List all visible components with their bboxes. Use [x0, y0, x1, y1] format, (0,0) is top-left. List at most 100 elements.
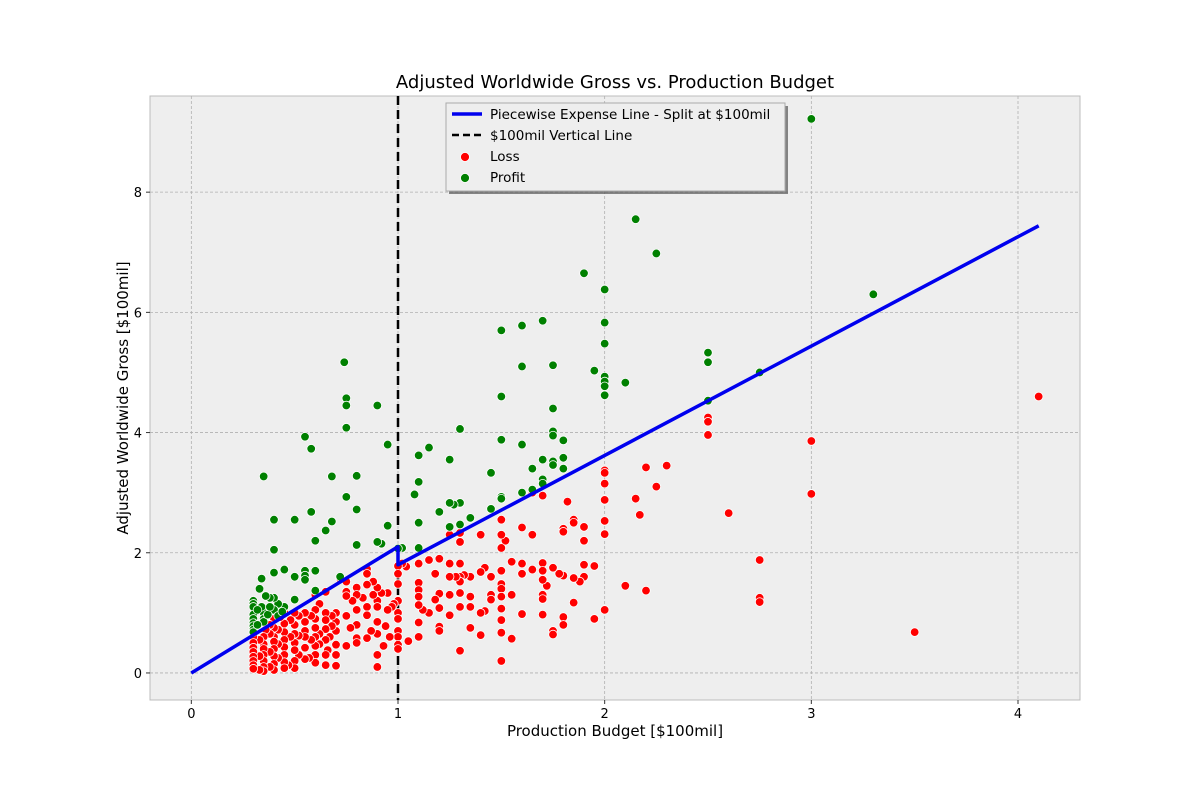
profit-point	[486, 468, 496, 478]
loss-point	[300, 643, 310, 653]
loss-point	[496, 530, 507, 540]
loss-point	[413, 617, 424, 628]
loss-point	[496, 543, 507, 553]
loss-point	[486, 594, 496, 605]
profit-point	[579, 268, 589, 278]
profit-point	[310, 536, 321, 546]
profit-point	[806, 114, 817, 124]
x-axis-label: Production Budget [$100mil]	[507, 722, 723, 740]
profit-point	[630, 214, 641, 224]
loss-point	[413, 632, 424, 642]
loss-point	[382, 605, 393, 615]
loss-point	[310, 658, 321, 668]
x-axis-ticks: 0 1 2 3 4	[187, 700, 1022, 722]
loss-point	[754, 597, 765, 607]
y-tick-label: 2	[134, 547, 142, 562]
loss-point	[599, 529, 610, 539]
profit-point	[496, 435, 507, 445]
profit-point	[265, 602, 275, 612]
profit-point	[413, 477, 424, 487]
loss-point	[289, 645, 300, 655]
loss-point	[568, 597, 579, 608]
loss-point	[403, 636, 414, 646]
profit-point	[517, 487, 527, 498]
loss-point	[366, 626, 376, 636]
loss-point	[661, 460, 672, 471]
profit-point	[455, 519, 465, 530]
loss-point	[558, 620, 569, 630]
loss-point	[517, 569, 527, 579]
loss-point	[341, 611, 352, 621]
loss-point	[331, 640, 341, 650]
loss-point	[579, 536, 589, 546]
loss-point	[455, 646, 465, 656]
profit-point	[444, 498, 455, 508]
loss-point	[548, 563, 558, 573]
loss-point	[351, 638, 362, 648]
loss-point	[496, 591, 507, 602]
loss-point	[754, 555, 765, 565]
loss-point	[703, 417, 713, 427]
loss-point	[362, 569, 372, 579]
profit-point	[496, 493, 507, 504]
loss-point	[393, 632, 403, 642]
plot-background	[149, 95, 1081, 701]
profit-point	[269, 545, 279, 555]
loss-point	[806, 489, 817, 499]
profit-point	[424, 442, 434, 453]
profit-point	[599, 317, 610, 328]
profit-point	[444, 454, 455, 465]
profit-point	[558, 463, 569, 474]
profit-point	[320, 525, 331, 536]
loss-point	[496, 566, 507, 576]
loss-point	[475, 630, 486, 640]
loss-point	[599, 495, 610, 505]
piecewise-expense-line	[190, 224, 1040, 675]
y-tick-label: 0	[134, 667, 142, 682]
y-tick-label: 6	[134, 306, 142, 321]
profit-point	[351, 471, 362, 481]
legend-marker-swatch	[460, 173, 470, 183]
profit-point	[496, 391, 507, 402]
loss-point	[554, 569, 564, 579]
profit-point	[269, 567, 279, 578]
x-tick-label: 2	[601, 707, 609, 722]
loss-point	[320, 650, 331, 660]
profit-point	[517, 439, 527, 450]
legend-label: Piecewise Expense Line - Split at $100mi…	[490, 107, 770, 123]
profit-point	[537, 316, 548, 326]
profit-point	[289, 572, 300, 582]
loss-point	[1033, 391, 1044, 402]
loss-point	[444, 572, 455, 582]
loss-point	[506, 557, 517, 567]
y-axis-label: Adjusted Worldwide Gross [$100mil]	[114, 261, 132, 534]
loss-point	[475, 567, 486, 577]
profit-point	[300, 432, 310, 442]
legend: Piecewise Expense Line - Split at $100mi…	[445, 102, 788, 194]
profit-point	[413, 450, 424, 461]
loss-point	[527, 530, 538, 540]
loss-point	[372, 602, 383, 612]
loss-point	[589, 614, 600, 624]
loss-point	[465, 623, 476, 633]
legend-items: Piecewise Expense Line - Split at $100mi…	[452, 107, 770, 186]
loss-point	[651, 481, 662, 492]
loss-point	[444, 590, 455, 600]
x-tick-label: 4	[1014, 707, 1022, 722]
loss-point	[310, 623, 321, 633]
profit-point	[327, 516, 337, 527]
loss-point	[635, 510, 645, 520]
profit-point	[496, 325, 507, 336]
loss-point	[434, 603, 445, 613]
loss-point	[496, 515, 507, 525]
profit-point	[382, 521, 393, 531]
loss-point	[506, 590, 517, 600]
profit-point	[868, 289, 879, 300]
profit-point	[252, 620, 263, 630]
profit-point	[703, 357, 713, 367]
loss-point	[331, 650, 341, 660]
loss-point	[517, 522, 527, 533]
loss-point	[465, 602, 476, 612]
profit-point	[372, 537, 383, 547]
loss-point	[378, 641, 389, 651]
